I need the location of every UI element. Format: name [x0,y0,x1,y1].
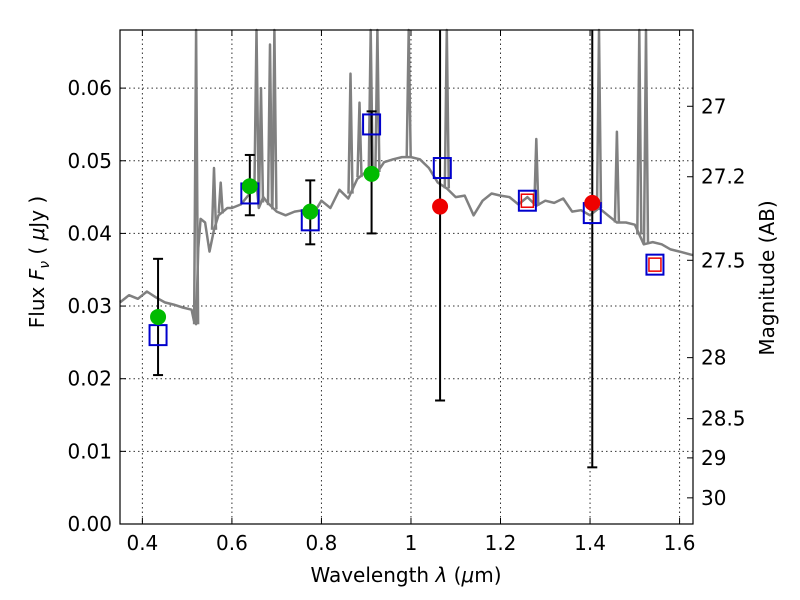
green-flux-point [241,178,258,195]
emission-line-spike [405,28,412,158]
emission-line-spike [347,72,354,194]
emission-line-spike [595,28,603,209]
y-ticks: 0.00 0.01 0.02 0.03 0.04 0.05 0.06 [67,76,126,536]
emission-line-spike [356,101,363,178]
red-flux-point [432,198,449,215]
green-flux-point [363,165,380,182]
emission-line-spike [642,28,650,244]
y-tick-label: 0.03 [67,294,112,318]
magnitude-tick-label: 30 [701,486,726,510]
x-tick-label: 1 [405,531,418,555]
green-flux-point [150,308,167,325]
y-tick-label: 0.00 [67,512,112,536]
observed-photometry-points [150,165,601,325]
emission-line-spike [210,166,218,230]
y2-axis-title: Magnitude (AB) [755,200,779,355]
emission-line-spike [192,28,200,325]
x-ticks: 0.4 0.6 0.8 1 1.2 1.4 1.6 [126,30,695,555]
model-flux-square-inner [520,193,535,208]
magnitude-ticks: 27 27.2 27.5 28 28.5 29 30 [687,94,746,510]
emission-line-spike [217,181,224,214]
magnitude-tick-label: 29 [701,446,726,470]
model-flux-square [148,324,168,347]
x-tick-label: 1.2 [485,531,517,555]
model-flux-square [645,253,665,276]
model-photometry-squares [148,113,665,347]
emission-line-spike [266,43,274,206]
emission-line-spike [443,28,451,189]
model-flux-square [432,157,452,180]
model-flux-square [517,189,537,212]
x-tick-label: 0.4 [126,531,158,555]
model-flux-square [362,113,382,136]
emission-line-spike [636,28,643,235]
plot-frame [119,29,694,525]
x-axis-title: Wavelength λ (μm) [310,563,501,587]
emission-line-spike [257,86,265,203]
emission-line-spike [253,28,260,183]
emission-line-spike [533,137,540,206]
x-tick-label: 1.4 [574,531,606,555]
magnitude-tick-label: 28.5 [701,407,746,431]
magnitude-tick-label: 27 [701,94,726,118]
y-axis-title: Flux Fν ( μJy ) [25,196,53,328]
magnitude-tick-label: 27.2 [701,165,746,189]
x-tick-label: 0.6 [216,531,248,555]
y-tick-label: 0.01 [67,439,112,463]
model-spectrum-line [119,155,694,326]
magnitude-tick-label: 27.5 [701,248,746,272]
emission-line-spike [613,130,621,223]
x-tick-label: 0.8 [306,531,338,555]
emission-line-spike [374,28,381,173]
error-bars [153,30,598,469]
magnitude-tick-label: 28 [701,346,726,370]
model-flux-square-inner [648,257,662,272]
y-tick-label: 0.05 [67,149,112,173]
y-tick-label: 0.04 [67,221,112,245]
x-tick-label: 1.6 [664,531,696,555]
red-flux-point [584,194,601,211]
green-flux-point [302,203,319,220]
y-tick-label: 0.06 [67,76,112,100]
y-tick-label: 0.02 [67,367,112,391]
emission-line-spike [271,28,278,210]
model-spectrum [119,28,694,326]
